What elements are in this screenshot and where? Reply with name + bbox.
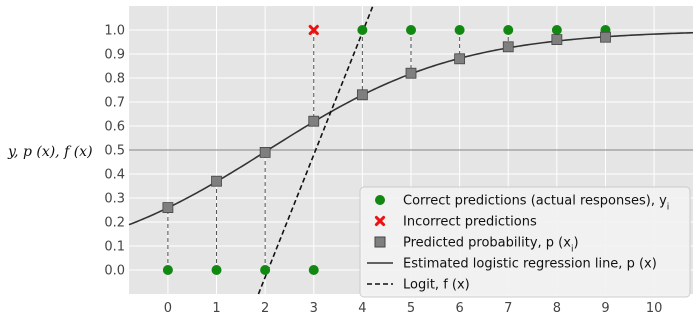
incorrect-point: [308, 24, 319, 36]
probability-point: [356, 89, 368, 101]
legend-box: [359, 186, 691, 298]
x-stroke: [308, 24, 319, 36]
probability-point: [259, 146, 271, 158]
probability-point: [162, 202, 174, 214]
probability-point: [600, 31, 611, 43]
points: [162, 24, 611, 275]
y-tick-label: 0.4: [104, 168, 125, 183]
x-tick-label: 5: [407, 301, 415, 316]
x-tick-label: 2: [261, 301, 269, 316]
legend-probability-marker: [374, 236, 386, 248]
y-tick-label: 0.9: [104, 48, 125, 63]
probability-point: [405, 67, 417, 79]
correct-point: [260, 265, 271, 275]
probability-point: [454, 53, 466, 65]
y-tick-label: 0.3: [104, 192, 125, 207]
correct-point: [454, 25, 465, 35]
legend-incorrect-label: Incorrect predictions: [403, 215, 537, 230]
correct-point: [308, 265, 319, 275]
y-axis-label: y, p (x), f (x): [7, 144, 93, 160]
x-tick-label: 9: [601, 301, 609, 316]
correct-point: [211, 265, 222, 275]
logit-line: [257, 5, 374, 295]
probability-point: [551, 34, 563, 45]
legend-incorrect-marker: [374, 215, 386, 227]
y-tick-label: 0.7: [104, 96, 125, 111]
legend-probability-label: Predicted probability, p (xi): [403, 236, 579, 255]
y-tick-label: 1.0: [104, 24, 125, 39]
y-tick-label: 0.8: [104, 72, 125, 87]
probability-point: [502, 41, 514, 53]
x-stroke: [374, 215, 386, 227]
x-tick-label: 10: [646, 301, 663, 316]
y-tick-label: 0.1: [104, 240, 125, 255]
probability-point: [211, 175, 222, 187]
correct-point: [162, 265, 173, 275]
y-tick-label: 0.5: [104, 144, 125, 159]
y-tick-label: 0.2: [104, 216, 125, 231]
legend-x-mark: [374, 215, 386, 227]
x-tick-label: 1: [212, 301, 220, 316]
correct-point: [551, 25, 562, 35]
x-tick-label: 7: [504, 301, 512, 316]
x-tick-label: 0: [164, 301, 172, 316]
correct-point: [357, 25, 368, 35]
y-tick-label: 0.6: [104, 120, 125, 135]
x-tick-label: 3: [310, 301, 318, 316]
probability-point: [308, 115, 320, 127]
legend: Correct predictions (actual responses), …: [359, 186, 691, 298]
x-tick-label: 8: [553, 301, 561, 316]
x-tick-label: 6: [455, 301, 463, 316]
tick-labels: 0 1 2 3 4 5 6 7 8 9 10 0.0 0.1 0.2 0.3 0.4 0.5 0.6 0.7 0.8 0…: [104, 24, 662, 317]
y-tick-label: 0.0: [104, 264, 125, 279]
legend-logistic-label: Estimated logistic regression line, p (x…: [403, 257, 657, 272]
x-tick-label: 4: [358, 301, 366, 316]
legend-logit-label: Logit, f (x): [403, 278, 470, 293]
stems: [167, 30, 606, 270]
correct-point: [503, 25, 514, 35]
correct-point: [406, 25, 416, 35]
legend-correct-marker: [375, 195, 385, 205]
legend-correct-label: Correct predictions (actual responses), …: [403, 194, 669, 213]
